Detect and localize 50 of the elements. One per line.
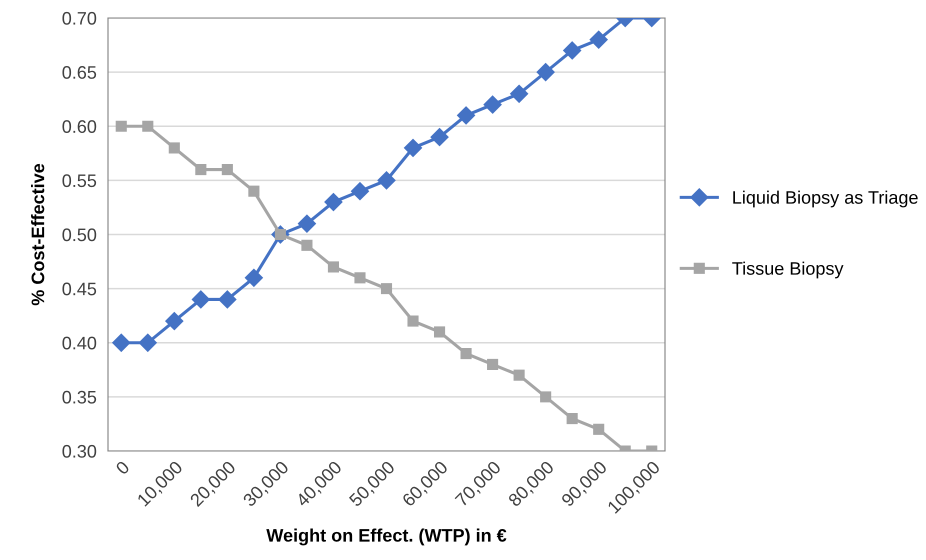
- point: [434, 326, 446, 338]
- point: [407, 316, 419, 327]
- point: [510, 84, 528, 103]
- point: [244, 268, 263, 287]
- point: [593, 424, 604, 435]
- point: [168, 142, 180, 154]
- y-tick-label: 0.30: [62, 444, 96, 458]
- y-axis-title: % Cost-Effective: [31, 164, 44, 306]
- point: [460, 348, 472, 360]
- point: [138, 334, 157, 352]
- point: [514, 370, 525, 381]
- point: [566, 412, 578, 424]
- legend-label: Liquid Biopsy as Triage: [733, 190, 918, 208]
- point: [590, 30, 608, 49]
- point: [404, 138, 422, 157]
- point: [484, 96, 502, 114]
- point: [192, 290, 210, 308]
- x-axis-title: Weight on Effect. (WTP) in €: [266, 528, 506, 546]
- y-tick-label: 0.65: [62, 66, 96, 79]
- x-tick-label: 0: [115, 460, 130, 476]
- point: [328, 261, 340, 273]
- y-tick-label: 0.40: [62, 336, 96, 350]
- point: [380, 283, 392, 294]
- point: [248, 186, 260, 197]
- y-tick-label: 0.35: [62, 390, 96, 404]
- point: [218, 290, 236, 308]
- legend-label: Tissue Biopsy: [732, 262, 844, 278]
- point: [536, 63, 555, 82]
- y-tick-label: 0.45: [62, 282, 96, 296]
- point: [298, 214, 316, 233]
- y-tick-label: 0.50: [62, 228, 96, 242]
- point: [563, 41, 582, 60]
- point: [165, 312, 184, 330]
- point: [116, 120, 127, 132]
- point: [112, 334, 130, 352]
- point: [540, 391, 552, 402]
- point: [487, 358, 498, 370]
- point: [324, 192, 342, 212]
- point: [142, 120, 154, 132]
- point: [222, 164, 233, 176]
- point: [301, 240, 312, 251]
- point: [350, 182, 370, 200]
- y-tick-label: 0.70: [62, 12, 96, 25]
- y-tick-label: 0.60: [62, 120, 96, 133]
- point: [195, 164, 206, 176]
- point: [457, 106, 476, 124]
- y-tick-label: 0.55: [62, 174, 96, 188]
- point: [430, 128, 449, 146]
- point: [377, 171, 396, 190]
- point: [354, 272, 366, 284]
